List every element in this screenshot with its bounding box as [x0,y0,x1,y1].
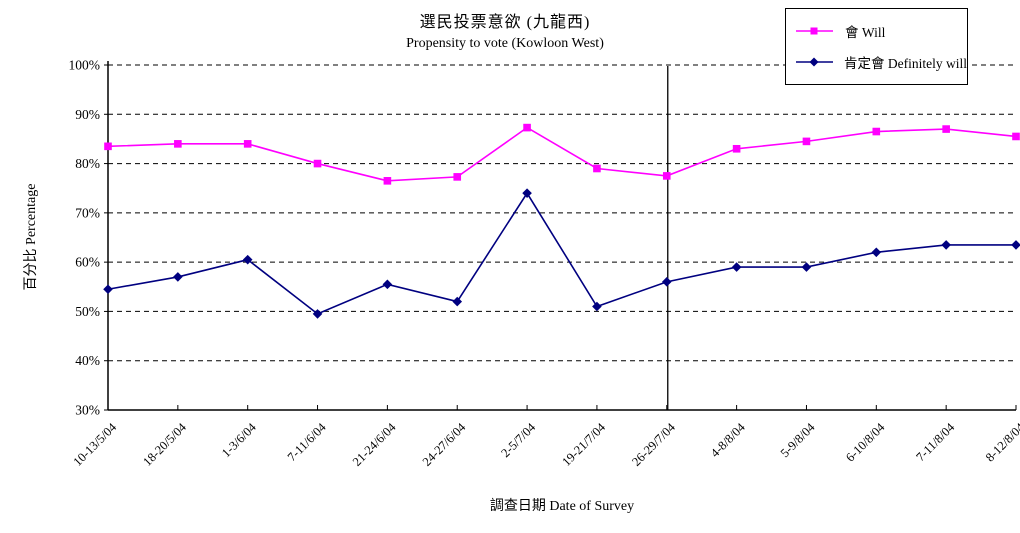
x-tick-label: 1-3/6/04 [219,420,259,460]
series-1-point-2 [242,254,253,265]
legend: 會 Will 肯定會 Definitely will [785,8,968,85]
y-tick-label: 40% [75,353,100,368]
series-0-point-7 [593,164,601,173]
series-1-point-10 [801,262,812,272]
series-0-point-2 [243,140,252,148]
series-1-point-1 [173,272,183,282]
x-tick-label: 21-24/6/04 [350,420,399,469]
series-line-0 [107,126,1017,182]
legend-label-will: 會 Will [845,24,886,40]
y-tick-label: 30% [75,403,100,418]
series-0-point-8 [662,172,671,180]
series-0-point-3 [313,159,322,168]
series-1-point-7 [592,301,602,312]
y-tick-label: 70% [75,205,100,220]
y-tick-label: 60% [75,255,100,270]
x-tick-label: 6-10/8/04 [843,420,888,465]
x-tick-label: 2-5/7/04 [498,420,538,460]
series-0-point-10 [802,137,811,146]
series-1-point-8 [661,277,672,287]
x-tick-label: 8-12/8/04 [983,420,1020,465]
x-tick-label: 19-21/7/04 [559,420,608,469]
series-1-point-12 [941,240,951,250]
series-0-point-13 [1012,132,1020,141]
series-1-point-11 [871,247,882,258]
square-marker-icon [810,27,818,35]
x-tick-label: 10-13/5/04 [70,420,119,469]
series-1-point-3 [312,309,323,319]
will-series-marker-icon [796,27,833,35]
definitely-will-series-marker-icon [796,57,833,67]
chart-title: 選民投票意欲 (九龍西) [419,14,591,31]
series-0-point-11 [872,127,881,136]
x-axis-title: 調查日期 Date of Survey [489,499,635,514]
y-axis-title: 百分比 Percentage [24,183,39,291]
series-line-1 [107,191,1016,315]
series-0-point-5 [453,173,462,181]
y-tick-label: 50% [75,304,100,319]
x-tick-label: 5-9/8/04 [778,420,818,460]
series-1-point-5 [452,296,463,307]
series-1-point-9 [731,262,742,272]
series-0-point-1 [174,140,182,148]
series-1-point-6 [522,188,532,198]
legend-label-definitely-will: 肯定會 Definitely will [844,56,967,72]
x-tick-label: 24-27/6/04 [420,420,469,469]
legend-item-definitely-will: 肯定會 Definitely will [795,52,967,72]
y-tick-label: 100% [69,58,101,73]
y-tick-label: 80% [75,156,100,171]
series-0-point-9 [732,144,741,153]
series-0-point-4 [383,177,392,185]
diamond-marker-icon [809,57,819,67]
series-1-point-4 [382,279,393,290]
x-tick-label: 7-11/8/04 [913,420,957,464]
x-tick-label: 26-29/7/04 [629,420,678,469]
chart-subtitle: Propensity to vote (Kowloon West) [406,36,604,51]
series-1-point-13 [1011,240,1020,250]
series-0-point-6 [523,123,531,132]
series-0-point-0 [104,142,112,151]
series-1-point-0 [103,284,113,295]
x-tick-label: 4-8/8/04 [708,420,748,460]
x-tick-label: 7-11/6/04 [285,420,329,464]
legend-item-will: 會 Will [795,21,967,41]
y-tick-label: 90% [75,107,100,122]
series-0-point-12 [942,125,950,133]
x-tick-label: 18-20/5/04 [140,420,189,469]
